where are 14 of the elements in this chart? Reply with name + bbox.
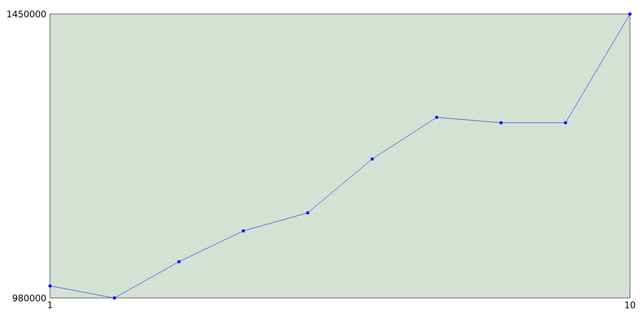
point	[564, 121, 567, 124]
y-tick-label: 1450000	[7, 10, 46, 18]
point	[628, 12, 632, 16]
point	[48, 284, 52, 288]
point	[500, 121, 503, 124]
point	[306, 211, 310, 214]
point	[435, 116, 438, 119]
point	[113, 296, 116, 300]
point	[370, 158, 374, 160]
point	[242, 230, 245, 232]
x-tick-label: 10	[625, 302, 636, 308]
x-tick-label: 1	[48, 302, 52, 308]
y-tick-label: 980000	[12, 294, 46, 302]
point	[177, 260, 180, 264]
